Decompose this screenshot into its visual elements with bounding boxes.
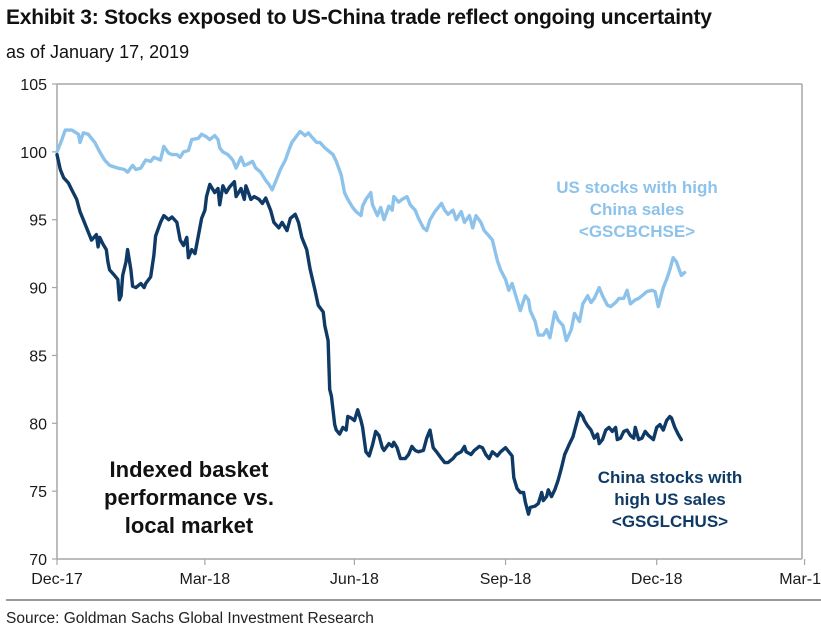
- chart-subtitle: as of January 17, 2019: [6, 42, 190, 62]
- y-tick-label: 80: [29, 416, 47, 433]
- x-tick-label: Dec-18: [631, 571, 683, 588]
- series-layer: [55, 128, 687, 516]
- axes: 70 75 80 85 90 95 100 105 Dec-17 Mar-18 Jun-18 Sep-…: [20, 77, 821, 588]
- series-label-line: China stocks with: [598, 468, 743, 487]
- line-chart: 70 75 80 85 90 95 100 105 Dec-17 Mar-18 Jun-18 Sep-…: [20, 77, 821, 588]
- y-tick-label: 70: [29, 552, 47, 569]
- y-tick-label: 90: [29, 281, 47, 298]
- series-label-line: <GSGLCHUS>: [612, 512, 728, 531]
- annotation-line: local market: [125, 513, 254, 538]
- series-line-china-stocks: [55, 152, 683, 516]
- y-tick-label: 85: [29, 348, 47, 365]
- source-note: Source: Goldman Sachs Global Investment …: [6, 610, 374, 627]
- annotation-line: Indexed basket: [110, 457, 270, 482]
- series-label-china-stocks: China stocks with high US sales <GSGLCHUS>: [598, 468, 743, 531]
- y-tick-label: 100: [20, 145, 47, 162]
- series-line-us-stocks: [55, 128, 687, 343]
- x-tick-label: Mar-18: [180, 571, 231, 588]
- x-tick-label: Dec-17: [31, 571, 83, 588]
- series-label-line: <GSCBCHSE>: [579, 222, 695, 241]
- x-tick-label: Jun-18: [330, 571, 379, 588]
- series-label-line: US stocks with high: [556, 178, 718, 197]
- y-tick-label: 105: [20, 77, 47, 94]
- y-tick-label: 95: [29, 213, 47, 230]
- series-label-us-stocks: US stocks with high China sales <GSCBCHSE>: [556, 178, 718, 241]
- chart-title: Exhibit 3: Stocks exposed to US-China tr…: [6, 6, 712, 29]
- x-tick-label: Mar-19: [779, 571, 821, 588]
- x-tick-label: Sep-18: [480, 571, 532, 588]
- series-label-line: China sales: [590, 200, 685, 219]
- footer-divider: [6, 599, 821, 601]
- annotation-indexed-basket: Indexed basket performance vs. local marke…: [104, 457, 274, 538]
- labels-layer: US stocks with high China sales <GSCBCHSE>…: [104, 178, 742, 538]
- series-label-line: high US sales: [614, 490, 725, 509]
- annotation-line: performance vs.: [104, 485, 274, 510]
- y-tick-label: 75: [29, 484, 47, 501]
